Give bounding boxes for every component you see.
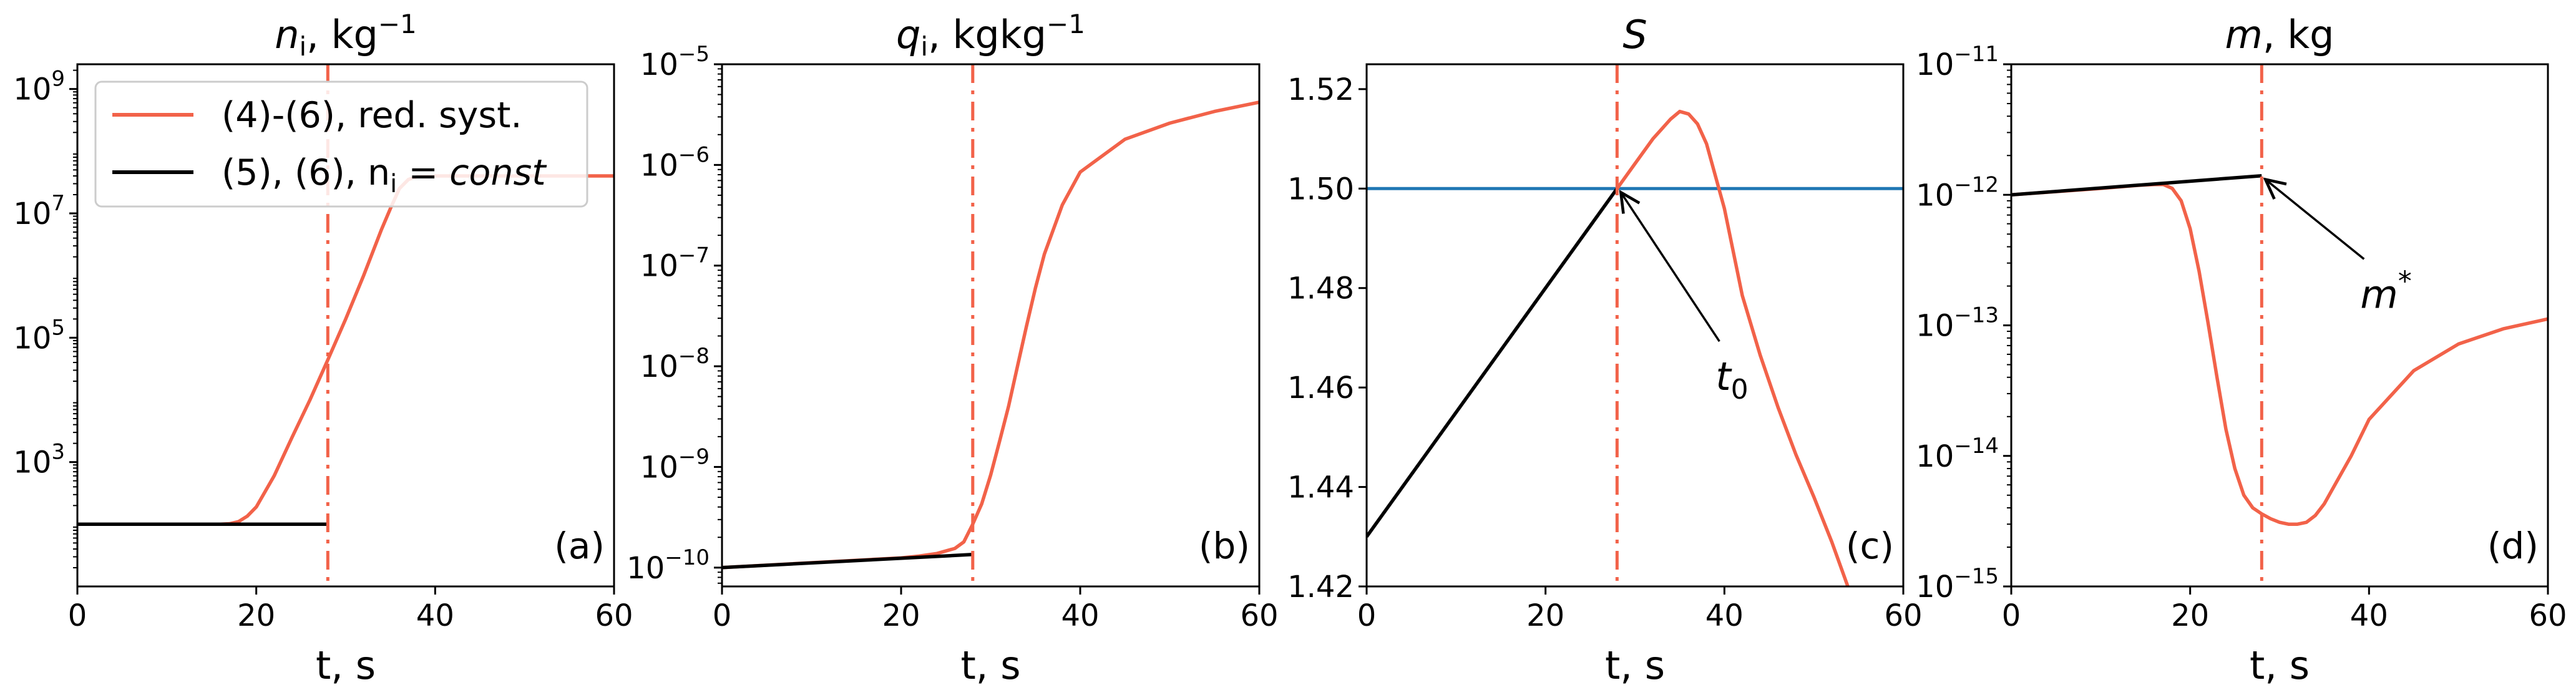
series-reduced-system — [722, 100, 1259, 570]
panel-a: 0 20 40 60 103 105 107 109 ni, kg−1 t, s (a) (4)-(6… — [13, 9, 633, 688]
y-tick-label: 10−12 — [1916, 172, 1999, 213]
x-tick-label: 40 — [1705, 598, 1744, 633]
y-tick-label: 1.52 — [1287, 72, 1354, 107]
y-tick-label: 1.48 — [1287, 271, 1354, 306]
series-constant-ni — [722, 553, 973, 570]
panel-c: 0 20 40 60 1.42 1.44 1.46 1.48 1.50 1.52 St, s (c) t… — [1287, 12, 1922, 688]
y-tick-label: 1.42 — [1287, 570, 1354, 605]
x-tick-label: 60 — [1884, 598, 1922, 633]
x-tick-label: 60 — [2529, 598, 2567, 633]
x-tick-label: 60 — [1240, 598, 1278, 633]
y-tick-label: 105 — [13, 315, 65, 356]
axes-frame — [2010, 63, 2549, 588]
panel-label: (b) — [1199, 525, 1250, 567]
y-tick-label: 10−10 — [627, 545, 710, 586]
legend: (4)-(6), red. syst. (5), (6), ni = const — [94, 80, 588, 208]
y-tick-label: 1.50 — [1287, 172, 1354, 207]
series-constant-ni — [2011, 173, 2262, 197]
y-tick-label: 10−11 — [1916, 42, 1999, 82]
axes-frame — [1365, 63, 1905, 588]
panel-label: (a) — [554, 525, 605, 567]
y-tick-label: 10−14 — [1916, 434, 1999, 474]
x-axis-label: t, s — [316, 643, 376, 688]
x-tick-label: 20 — [2171, 598, 2209, 633]
y-tick-label: 10−7 — [640, 243, 710, 284]
panel-b: 0 20 40 60 10−10 10−9 10−8 10−7 10−6 10−5 qi, kgkg… — [627, 9, 1278, 688]
annotation-label: m* — [2360, 265, 2411, 317]
legend-entry-label: (4)-(6), red. syst. — [222, 95, 522, 136]
series-constant-ni — [1367, 187, 1619, 538]
panel-title: S — [1622, 12, 1647, 57]
panel-title: qi, kgkg−1 — [896, 9, 1085, 62]
x-tick-label: 40 — [2350, 598, 2388, 633]
y-tick-label: 10−15 — [1916, 564, 1999, 605]
y-tick-label: 10−8 — [640, 344, 710, 384]
x-tick-label: 0 — [713, 598, 732, 633]
axes-frame — [76, 63, 615, 588]
x-tick-label: 60 — [595, 598, 633, 633]
panel-label: (c) — [1846, 525, 1894, 567]
x-tick-label: 20 — [882, 598, 920, 633]
panel-label: (d) — [2487, 525, 2539, 567]
series-reduced-system — [2011, 182, 2548, 526]
x-axis-label: t, s — [1605, 643, 1665, 688]
x-axis-label: t, s — [2250, 643, 2310, 688]
series-reduced-system — [1616, 109, 1850, 586]
x-tick-label: 20 — [237, 598, 275, 633]
y-tick-label: 1.44 — [1287, 470, 1354, 505]
x-tick-label: 20 — [1526, 598, 1564, 633]
legend-entry-label: (5), (6), ni = const — [222, 152, 547, 198]
y-tick-label: 1.46 — [1287, 371, 1354, 406]
axes-frame — [721, 63, 1261, 588]
y-tick-label: 10−13 — [1916, 303, 1999, 344]
y-tick-label: 10−5 — [640, 42, 710, 82]
x-tick-label: 40 — [1061, 598, 1099, 633]
series-reduced-system — [77, 174, 614, 527]
annotation-label: t0 — [1715, 354, 1748, 406]
panel-d: 0 20 40 60 10−15 10−14 10−13 10−12 10−11 m, kg t, … — [1916, 12, 2567, 688]
y-tick-label: 109 — [13, 67, 65, 107]
y-tick-label: 10−6 — [640, 142, 710, 183]
x-tick-label: 0 — [2002, 598, 2021, 633]
x-tick-label: 0 — [1357, 598, 1377, 633]
panel-title: ni, kg−1 — [275, 9, 417, 62]
x-axis-label: t, s — [960, 643, 1020, 688]
y-tick-label: 103 — [13, 440, 65, 480]
annotation-arrow — [1621, 192, 1720, 343]
panel-title: m, kg — [2225, 12, 2334, 57]
annotation-arrow — [2265, 180, 2365, 260]
y-tick-label: 107 — [13, 191, 65, 231]
y-tick-label: 10−9 — [640, 444, 710, 485]
legend-box — [94, 80, 588, 208]
x-tick-label: 40 — [416, 598, 454, 633]
x-tick-label: 0 — [68, 598, 87, 633]
